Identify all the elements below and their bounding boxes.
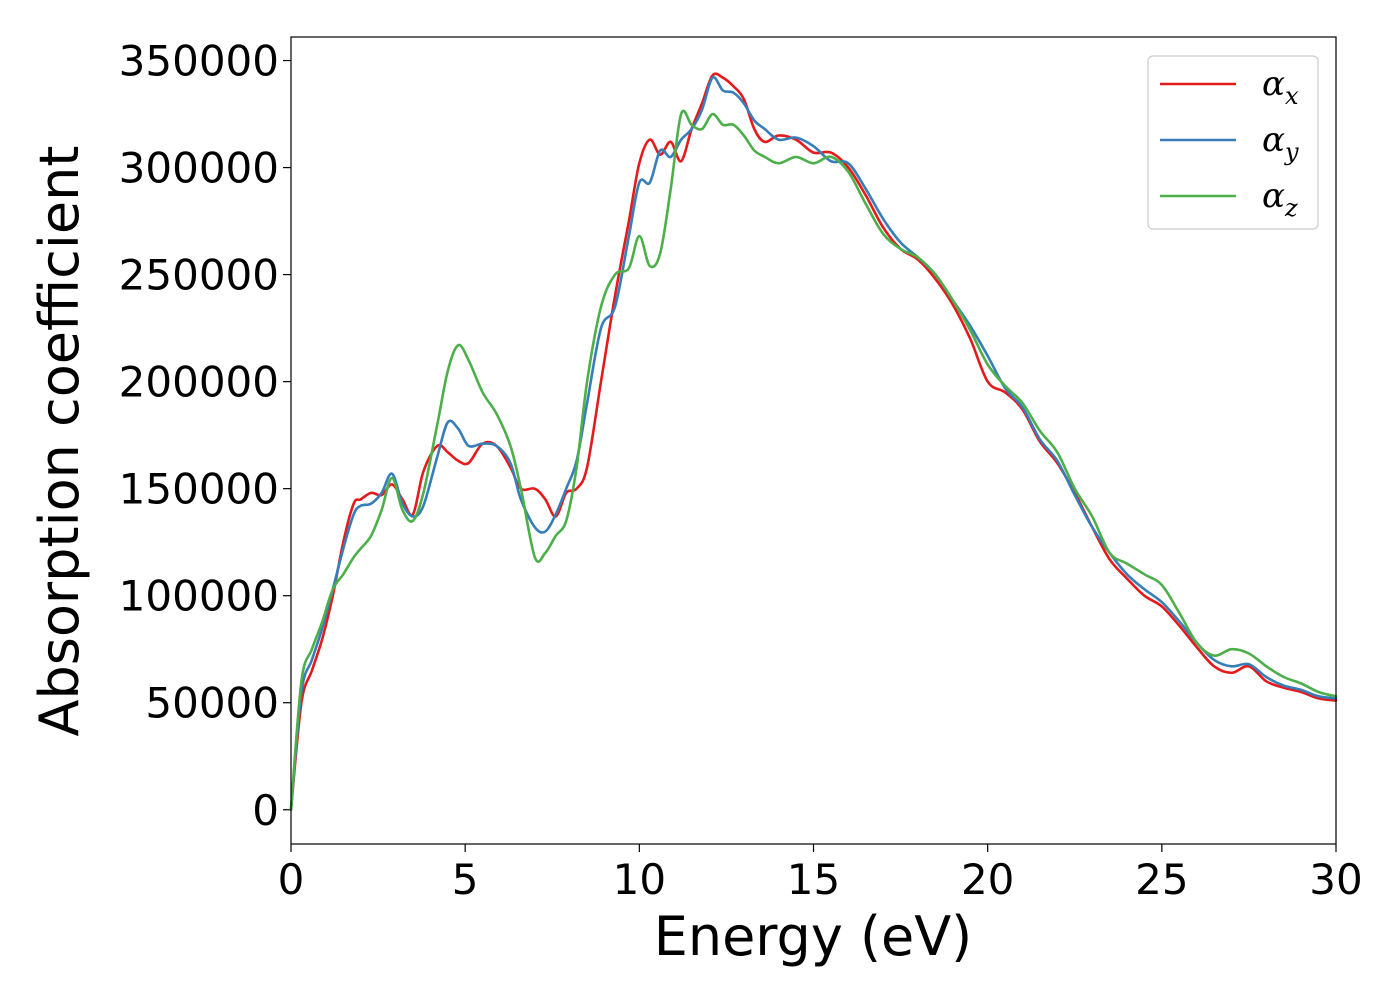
legend-symbol: α <box>1262 120 1285 160</box>
y-axis-ticks: 0 50000 100000 150000 200000 250000 300000 3500… <box>119 37 291 835</box>
series-lines <box>289 72 1338 812</box>
plot-frame <box>290 36 1337 845</box>
legend-subscript: y <box>1284 138 1299 166</box>
y-tick-label: 150000 <box>119 465 279 514</box>
legend-label-x: αx <box>1262 64 1299 110</box>
legend-subscript: z <box>1284 194 1298 222</box>
x-tick-label: 0 <box>278 855 305 904</box>
legend-symbol: α <box>1262 176 1285 216</box>
y-tick-label: 300000 <box>119 144 279 193</box>
legend-label-z: αz <box>1262 176 1298 222</box>
legend-label-y: αy <box>1262 120 1299 166</box>
y-tick-label: 200000 <box>119 358 279 407</box>
x-tick-label: 30 <box>1309 855 1362 904</box>
x-tick-label: 10 <box>613 855 666 904</box>
legend-subscript: x <box>1285 82 1299 110</box>
y-tick-label: 0 <box>252 786 279 835</box>
x-tick-label: 25 <box>1135 855 1188 904</box>
y-tick-label: 100000 <box>119 572 279 621</box>
x-tick-label: 15 <box>787 855 840 904</box>
series-line-z <box>289 109 1338 812</box>
y-axis-title: Absorption coefficient <box>28 146 91 737</box>
x-axis-title: Energy (eV) <box>654 905 973 968</box>
x-axis-ticks: 0 5 10 15 20 25 30 <box>278 844 1363 904</box>
y-tick-label: 50000 <box>145 679 279 728</box>
y-tick-label: 250000 <box>119 251 279 300</box>
legend-box <box>1147 55 1319 230</box>
x-tick-label: 20 <box>961 855 1014 904</box>
legend-symbol: α <box>1262 64 1285 104</box>
x-tick-label: 5 <box>452 855 479 904</box>
y-tick-label: 350000 <box>119 37 279 86</box>
